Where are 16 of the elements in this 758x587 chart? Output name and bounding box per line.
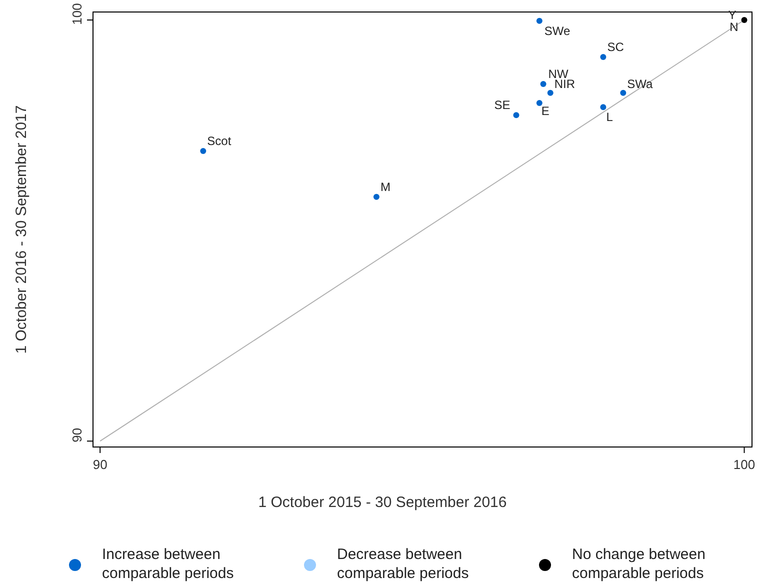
legend-label: Decrease between comparable periods: [337, 546, 469, 582]
annotation: N: [730, 20, 738, 34]
annotation: Scot: [207, 134, 232, 148]
annotation: SWa: [627, 76, 654, 91]
annotation: M: [380, 180, 390, 194]
annotation: Y: [728, 8, 736, 22]
annotation: SC: [607, 40, 624, 54]
annotation: E: [541, 104, 550, 118]
legend-label: No change between comparable periods: [572, 546, 706, 582]
annotation: NIR: [554, 76, 576, 91]
x-axis-title: 1 October 2015 - 30 September 2016: [258, 494, 507, 511]
legend-label: Increase between comparable periods: [102, 546, 234, 582]
annotation: L: [606, 110, 614, 124]
annotation: SWe: [544, 24, 571, 38]
y-axis-title: 1 October 2016 - 30 September 2017: [13, 105, 30, 354]
annotation: SE: [494, 98, 510, 112]
